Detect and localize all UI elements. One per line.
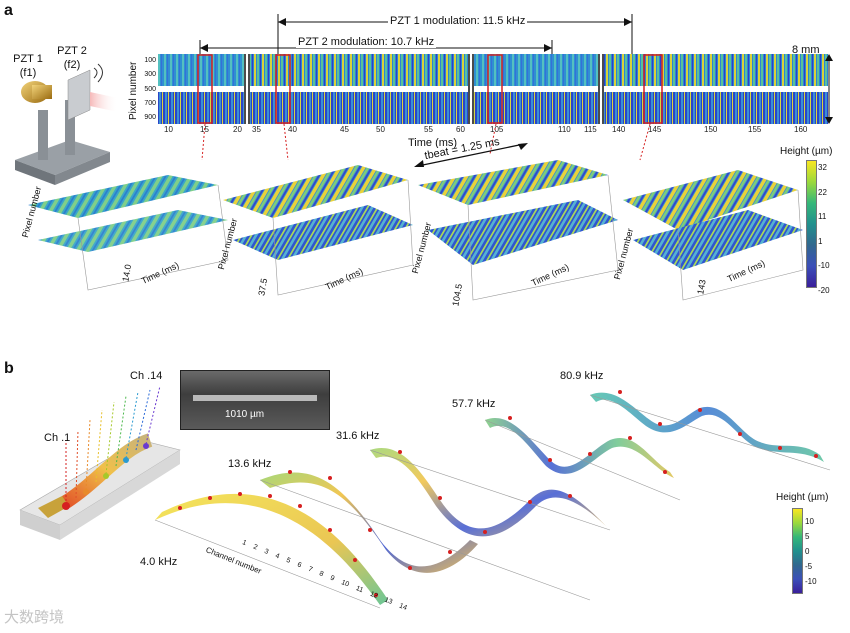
panel-a-label: a (4, 2, 13, 19)
mode-label-5: 80.9 kHz (560, 370, 604, 382)
cbar-tick: 32 (818, 163, 827, 172)
xtick: 10 (164, 125, 173, 134)
mode-label-3: 31.6 kHz (336, 430, 380, 442)
beat-arrow (414, 143, 528, 167)
xtick: 20 (233, 125, 242, 134)
cantilever-device-illustration (19, 385, 181, 540)
cbar-tick: 10 (805, 517, 814, 526)
channel-tick: 9 (329, 574, 336, 583)
colorbar-a (806, 160, 817, 288)
xtick: 145 (648, 125, 662, 134)
cbar-tick: 11 (818, 212, 827, 221)
xtick: 55 (424, 125, 433, 134)
colorbar-b-ticks: 10 5 0 -5 -10 (805, 514, 817, 589)
cbar-tick: -20 (818, 285, 830, 295)
mode-shapes (154, 390, 831, 609)
xtick: 150 (704, 125, 718, 134)
xtick: 45 (340, 125, 349, 134)
colorbar-a-ticks: 32 22 11 1 -10 -20 (818, 156, 830, 303)
pzt1-label: PZT 1 (13, 53, 43, 65)
cbar-tick: 0 (805, 547, 810, 556)
xtick: 60 (456, 125, 465, 134)
kymo-yticks: 100 300 500 700 900 (142, 54, 156, 125)
xtick: 105 (490, 125, 504, 134)
panel-b-label: b (4, 360, 14, 377)
channel-tick: 1 (241, 539, 248, 548)
zoom-connectors (201, 124, 651, 161)
channel-tick: 8 (318, 570, 325, 579)
cbar-tick: 22 (818, 187, 827, 197)
pzt2-modulation-label: PZT 2 modulation: 10.7 kHz (296, 36, 437, 48)
mode-label-4: 57.7 kHz (452, 398, 496, 410)
kymo-ylabel: Pixel number (128, 61, 139, 120)
ytick: 100 (144, 57, 156, 64)
cbar-tick: 5 (805, 532, 810, 541)
xtick: 140 (612, 125, 626, 134)
channel-tick: 2 (252, 543, 259, 552)
xtick: 115 (584, 125, 597, 134)
cbar-tick: -10 (818, 261, 830, 270)
pzt-device-illustration (15, 63, 118, 185)
channel-14-label: Ch .14 (130, 370, 163, 382)
ytick: 300 (144, 71, 156, 79)
ytick: 900 (144, 114, 156, 122)
surface-plots (28, 160, 804, 301)
mode-label-1: 4.0 kHz (140, 556, 178, 568)
mode-label-2: 13.6 kHz (228, 458, 272, 470)
cbar-tick: -10 (805, 577, 817, 586)
scale-label: 8 mm (792, 44, 820, 56)
kymo-xaxis: 10 15 20 35 40 45 50 55 60 105 110 115 1… (164, 125, 808, 148)
kymo-xlabel: Time (ms) (408, 137, 457, 148)
xtick: 40 (288, 125, 297, 134)
xtick: 50 (376, 125, 385, 134)
ytick: 500 (144, 85, 156, 93)
colorbar-b-title: Height (µm) (776, 492, 829, 503)
pzt1-modulation-label: PZT 1 modulation: 11.5 kHz (388, 15, 528, 27)
channel-tick: 5 (285, 556, 292, 565)
ytick: 700 (144, 99, 156, 107)
pzt2-label: PZT 2 (57, 45, 87, 57)
colorbar-b (792, 508, 803, 594)
sem-image: 1010 µm (180, 370, 330, 430)
watermark: 大数跨境 (4, 609, 65, 626)
channel-tick: 3 (263, 547, 270, 556)
sem-scale: 1010 µm (225, 409, 265, 420)
kymograph (158, 54, 830, 124)
channel-tick: 4 (274, 552, 281, 561)
xtick: 110 (558, 125, 571, 134)
pzt1-freq: (f1) (19, 67, 37, 79)
scale-arrow (825, 54, 833, 124)
pzt2-freq: (f2) (63, 59, 81, 71)
kymo-ylabel-wrap: Pixel number (128, 52, 142, 124)
cbar-tick: 1 (818, 236, 823, 246)
xtick: 155 (748, 125, 762, 134)
colorbar-a-title: Height (µm) (780, 146, 833, 157)
channel-tick: 6 (296, 561, 303, 570)
channel-tick: 7 (307, 565, 314, 574)
xtick: 160 (794, 125, 808, 134)
sem-beam (193, 395, 317, 401)
cbar-tick: -5 (805, 562, 813, 571)
channel-1-label: Ch .1 (44, 432, 71, 444)
xtick: 35 (252, 125, 261, 134)
